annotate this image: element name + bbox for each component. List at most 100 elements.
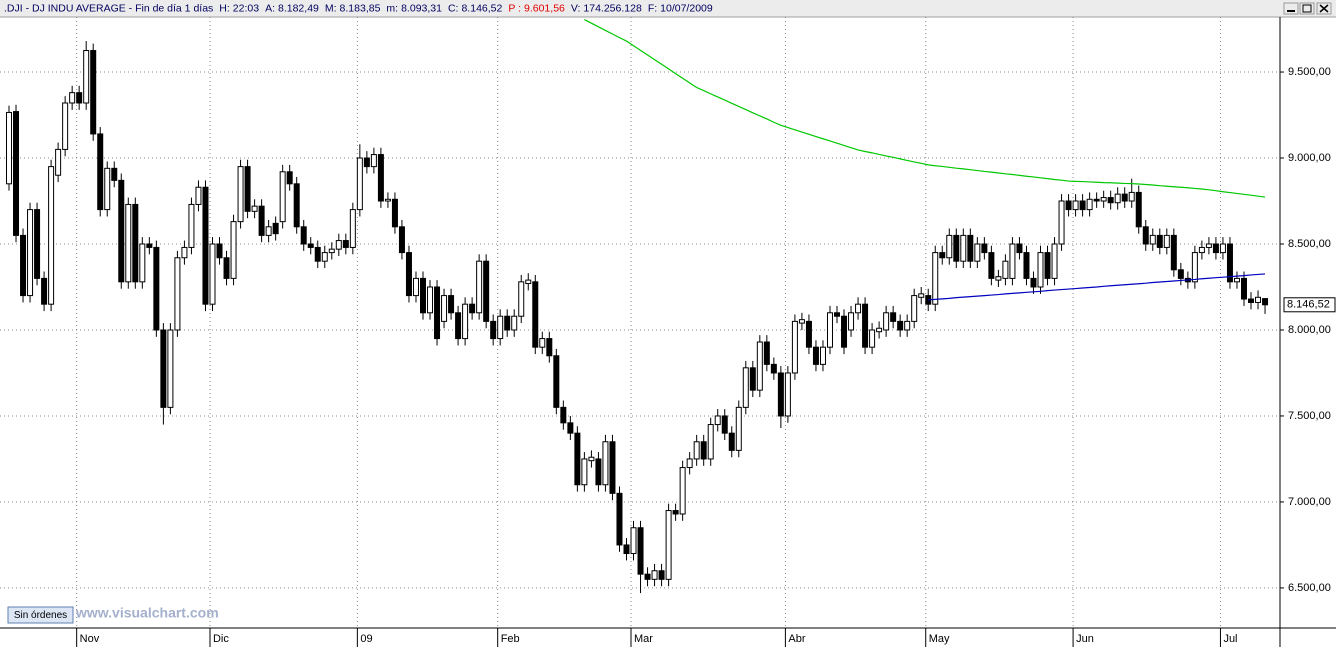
candle-body [504,315,511,331]
candle-body [434,286,441,340]
candle-body [398,226,405,254]
candle-body [651,570,658,580]
candle-body [602,441,609,486]
candle-body [819,346,826,365]
candle-body [567,422,574,434]
candle-body [869,329,876,348]
x-tick-label: May [929,633,950,645]
candle-body [286,171,293,185]
candle-body [791,320,798,374]
candle-body [665,510,672,580]
candle-body [574,432,581,486]
candle-body [630,527,637,555]
candle-body [490,320,497,340]
candle-body [1079,200,1086,211]
candle-body [146,243,153,248]
candle-body [265,226,272,236]
maximize-button[interactable] [1299,2,1315,15]
candle-body [679,467,686,515]
candle-body [293,183,300,228]
candle-body [1262,298,1269,306]
candle-body [363,157,370,168]
candle-body [848,312,855,331]
minimize-button[interactable] [1283,2,1299,15]
header-title: .DJI - DJ INDU AVERAGE - Fin de día 1 dí… [4,2,213,14]
candle-body [539,338,546,348]
candle-body [314,246,321,262]
candle-body [588,456,595,462]
plot-area [6,19,1269,594]
header-field-value: 8.183,85 [340,2,381,14]
candle-body [1170,234,1177,271]
last-price-box [1283,297,1336,313]
candle-body [83,50,90,104]
candle-body [939,252,946,259]
candle-body [244,166,251,212]
candle-body [188,203,195,248]
candle-body [258,205,265,236]
candle-body [328,248,335,254]
candle-body [595,458,602,486]
candle-body [342,240,349,248]
candle-body [686,458,693,469]
candle-body [995,276,1002,281]
candle-body [988,252,995,279]
candle-body [34,209,41,279]
candle-body [321,252,328,262]
candle-body [104,167,111,211]
candle-body [223,257,230,279]
candle-body [391,198,398,228]
candle-body [623,544,630,555]
candle-body [13,111,20,236]
candle-body [763,341,770,365]
y-tick-label: 9.500,00 [1288,66,1331,78]
candle-body [637,527,644,575]
candle-body [20,234,27,297]
candle-body [553,355,560,408]
candle-body [1177,269,1184,279]
candle-body [1219,243,1226,254]
candle-body [441,295,448,322]
x-tick-label: Feb [501,633,520,645]
header-field-value: 22:03 [233,2,259,14]
candle-body [1009,243,1016,279]
grid [0,17,1280,628]
candle-body [798,319,805,324]
candle-body [897,320,904,331]
candle-body [132,203,139,283]
candle-body [1065,200,1072,211]
candle-body [658,570,665,580]
x-tick-label: 09 [360,633,372,645]
candle-body [349,209,356,248]
y-tick-label: 8.000,00 [1288,324,1331,336]
candle-body [1030,277,1037,288]
candle-body [455,312,462,340]
candle-body [904,320,911,331]
candle-body [1072,200,1079,211]
close-icon [1319,4,1329,13]
y-tick-label: 6.500,00 [1288,582,1331,594]
x-tick-label: Mar [634,633,653,645]
candle-body [202,186,209,305]
candle-body [356,157,363,211]
orders-button[interactable] [7,606,74,624]
header-field-label: P : [508,2,521,14]
candle-body [946,234,953,259]
candle-body [279,171,286,223]
candle-body [1121,193,1128,202]
candle-body [1142,226,1149,245]
header-field-value: 174.256.128 [583,2,642,14]
candle-body [1023,252,1030,279]
candle-body [69,92,76,104]
candle-body [707,424,714,460]
candle-body [1212,243,1219,254]
candle-body [742,367,749,408]
candle-body [76,92,83,104]
candle-body [384,198,391,202]
candle-body [532,281,539,348]
last-price-label: 8.146,52 [1287,299,1330,311]
indicator-line [584,19,1266,198]
candle-body [300,226,307,245]
candle-body [1198,246,1205,254]
candle-body [714,415,721,426]
